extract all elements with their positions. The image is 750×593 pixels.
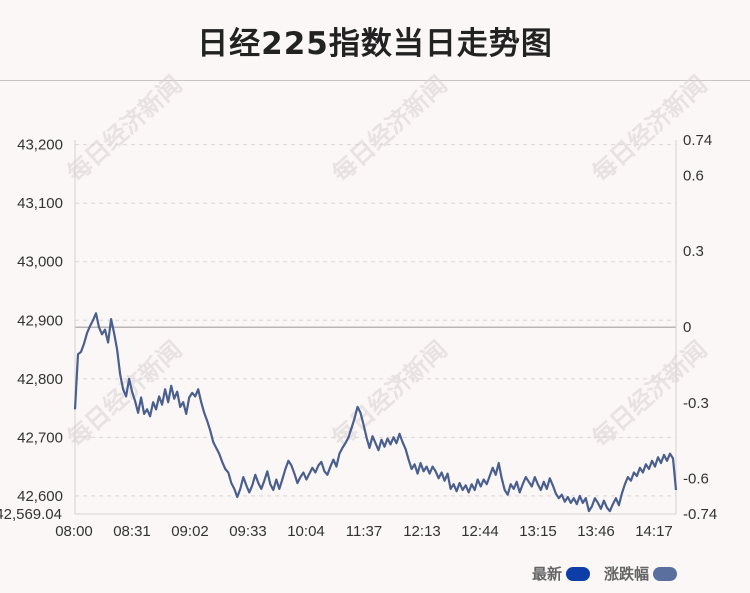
y-right-tick-label: 0.74 bbox=[683, 132, 712, 149]
legend-latest-swatch bbox=[566, 566, 591, 581]
y-left-tick-label: 43,000 bbox=[17, 254, 63, 271]
y-right-tick-label: -0.6 bbox=[683, 471, 709, 488]
y-left-tick-label: 43,100 bbox=[17, 195, 63, 212]
series-line-latest bbox=[73, 312, 678, 513]
y-left-tick-label: 42,800 bbox=[17, 371, 63, 388]
y-left-tick-label: 42,700 bbox=[17, 429, 63, 446]
x-tick-label: 11:37 bbox=[346, 523, 382, 540]
x-tick-label: 09:02 bbox=[171, 523, 209, 540]
x-tick-label: 12:13 bbox=[403, 523, 441, 540]
x-tick-label: 14:17 bbox=[635, 523, 673, 540]
x-tick-label: 09:33 bbox=[229, 523, 267, 540]
chart-title: 日经225指数当日走势图 bbox=[197, 26, 553, 62]
legend-change-label: 涨跌幅 bbox=[604, 565, 650, 583]
legend-change[interactable]: 涨跌幅 bbox=[604, 563, 678, 584]
x-tick-label: 13:15 bbox=[519, 523, 557, 540]
x-tick-label: 12:44 bbox=[461, 523, 499, 540]
title-divider bbox=[0, 80, 750, 81]
x-tick-label: 13:46 bbox=[577, 523, 615, 540]
legend-latest-label: 最新 bbox=[532, 565, 563, 583]
grid-layer bbox=[75, 144, 676, 497]
y-right-tick-label: 0 bbox=[683, 319, 691, 336]
chart-legend: 最新 涨跌幅 bbox=[532, 563, 691, 584]
y-right-tick-label: 0.6 bbox=[683, 167, 704, 184]
x-tick-label: 08:31 bbox=[113, 523, 151, 540]
x-tick-label: 10:04 bbox=[287, 523, 325, 540]
y-right-tick-label: -0.3 bbox=[683, 395, 709, 412]
y-left-min-label: 42,569.04 bbox=[0, 506, 62, 523]
legend-change-swatch bbox=[653, 566, 678, 581]
series-layer bbox=[73, 312, 678, 513]
watermark-text: 每日经济新闻 bbox=[62, 70, 188, 187]
legend-latest[interactable]: 最新 bbox=[532, 563, 591, 584]
y-left-tick-label: 43,200 bbox=[17, 137, 63, 154]
y-left-tick-label: 42,900 bbox=[17, 312, 63, 329]
x-tick-label: 08:00 bbox=[55, 523, 93, 540]
y-left-tick-label: 42,600 bbox=[17, 488, 63, 505]
y-right-tick-label: 0.3 bbox=[683, 243, 704, 260]
watermark-text: 每日经济新闻 bbox=[327, 335, 453, 452]
watermark-text: 每日经济新闻 bbox=[327, 70, 453, 187]
axes-layer: 43,200 43,100 43,000 42,900 42,800 42,700 42,6… bbox=[0, 132, 717, 540]
y-right-tick-label: -0.74 bbox=[683, 506, 717, 523]
